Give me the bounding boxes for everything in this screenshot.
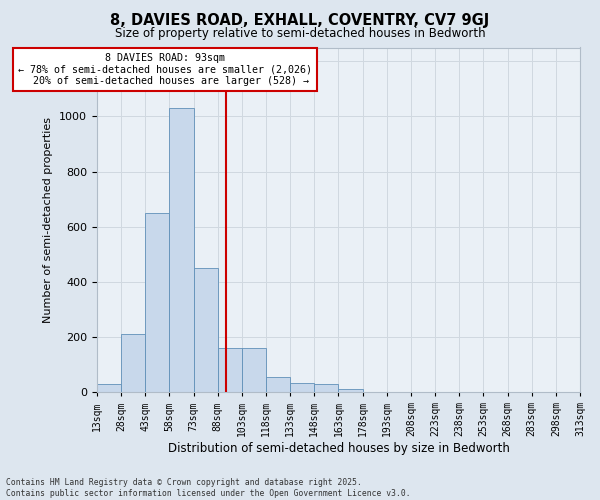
Text: Contains HM Land Registry data © Crown copyright and database right 2025.
Contai: Contains HM Land Registry data © Crown c… bbox=[6, 478, 410, 498]
X-axis label: Distribution of semi-detached houses by size in Bedworth: Distribution of semi-detached houses by … bbox=[167, 442, 509, 455]
Bar bbox=[145, 213, 169, 392]
Bar bbox=[97, 384, 121, 392]
Text: 8 DAVIES ROAD: 93sqm
← 78% of semi-detached houses are smaller (2,026)
  20% of : 8 DAVIES ROAD: 93sqm ← 78% of semi-detac… bbox=[17, 53, 311, 86]
Bar bbox=[121, 334, 145, 392]
Bar bbox=[338, 390, 362, 392]
Bar bbox=[242, 348, 266, 392]
Bar bbox=[218, 348, 242, 392]
Bar bbox=[266, 377, 290, 392]
Bar bbox=[290, 382, 314, 392]
Bar bbox=[314, 384, 338, 392]
Bar bbox=[169, 108, 194, 392]
Y-axis label: Number of semi-detached properties: Number of semi-detached properties bbox=[43, 117, 53, 323]
Text: 8, DAVIES ROAD, EXHALL, COVENTRY, CV7 9GJ: 8, DAVIES ROAD, EXHALL, COVENTRY, CV7 9G… bbox=[110, 12, 490, 28]
Bar bbox=[194, 268, 218, 392]
Text: Size of property relative to semi-detached houses in Bedworth: Size of property relative to semi-detach… bbox=[115, 28, 485, 40]
